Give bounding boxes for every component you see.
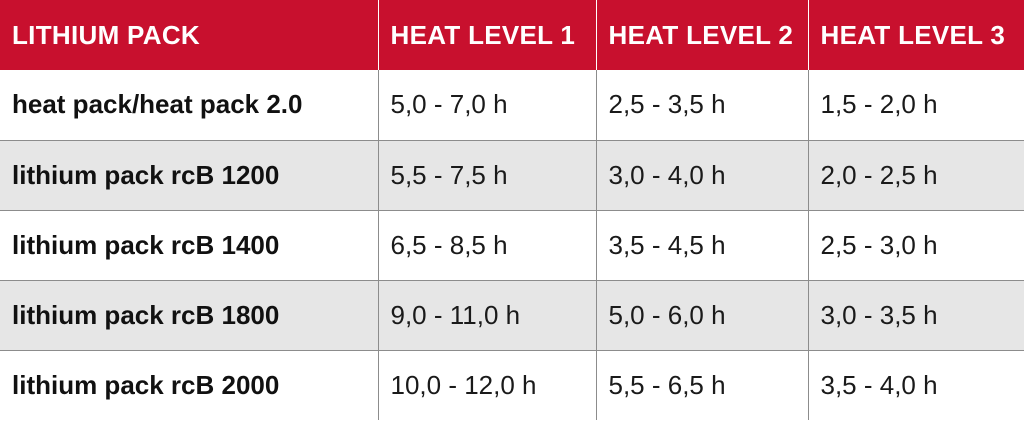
row-label: lithium pack rcB 2000 xyxy=(0,350,379,420)
heat-level-3-runtime: 3,0 - 3,5 h xyxy=(808,280,1024,351)
table-header: LITHIUM PACK HEAT LEVEL 1 HEAT LEVEL 2 H… xyxy=(0,0,1024,70)
heat-level-3-runtime: 2,0 - 2,5 h xyxy=(808,140,1024,211)
header-row: LITHIUM PACK HEAT LEVEL 1 HEAT LEVEL 2 H… xyxy=(0,0,1024,70)
heat-level-2-runtime: 5,0 - 6,0 h xyxy=(596,280,809,351)
table-row: lithium pack rcB 1200 5,5 - 7,5 h 3,0 - … xyxy=(0,140,1024,211)
row-label: lithium pack rcB 1800 xyxy=(0,280,379,351)
table-body: heat pack/heat pack 2.0 5,0 - 7,0 h 2,5 … xyxy=(0,70,1024,420)
header-heat-level-3: HEAT LEVEL 3 xyxy=(808,0,1024,70)
heat-level-1-runtime: 5,5 - 7,5 h xyxy=(378,140,597,211)
heat-level-1-runtime: 5,0 - 7,0 h xyxy=(378,70,597,141)
heat-level-1-runtime: 10,0 - 12,0 h xyxy=(378,350,597,420)
heat-level-2-runtime: 5,5 - 6,5 h xyxy=(596,350,809,420)
heat-level-2-runtime: 3,5 - 4,5 h xyxy=(596,210,809,281)
heat-level-1-runtime: 9,0 - 11,0 h xyxy=(378,280,597,351)
header-heat-level-1: HEAT LEVEL 1 xyxy=(378,0,597,70)
heat-level-2-runtime: 2,5 - 3,5 h xyxy=(596,70,809,141)
row-label: lithium pack rcB 1400 xyxy=(0,210,379,281)
heat-level-1-runtime: 6,5 - 8,5 h xyxy=(378,210,597,281)
header-heat-level-2: HEAT LEVEL 2 xyxy=(596,0,809,70)
table-row: lithium pack rcB 1800 9,0 - 11,0 h 5,0 -… xyxy=(0,280,1024,351)
table-row: heat pack/heat pack 2.0 5,0 - 7,0 h 2,5 … xyxy=(0,70,1024,141)
row-label: heat pack/heat pack 2.0 xyxy=(0,70,379,141)
heat-level-3-runtime: 3,5 - 4,0 h xyxy=(820,369,938,400)
row-label: lithium pack rcB 1200 xyxy=(0,140,379,211)
table-row: lithium pack rcB 2000 10,0 - 12,0 h 5,5 … xyxy=(0,350,1024,420)
table-row: lithium pack rcB 1400 6,5 - 8,5 h 3,5 - … xyxy=(0,210,1024,281)
header-lithium-pack: LITHIUM PACK xyxy=(0,0,379,70)
heat-level-3-runtime: 2,5 - 3,0 h xyxy=(808,210,1024,281)
heat-level-2-runtime: 3,0 - 4,0 h xyxy=(596,140,809,211)
heat-level-3-runtime: 1,5 - 2,0 h xyxy=(808,70,1024,141)
